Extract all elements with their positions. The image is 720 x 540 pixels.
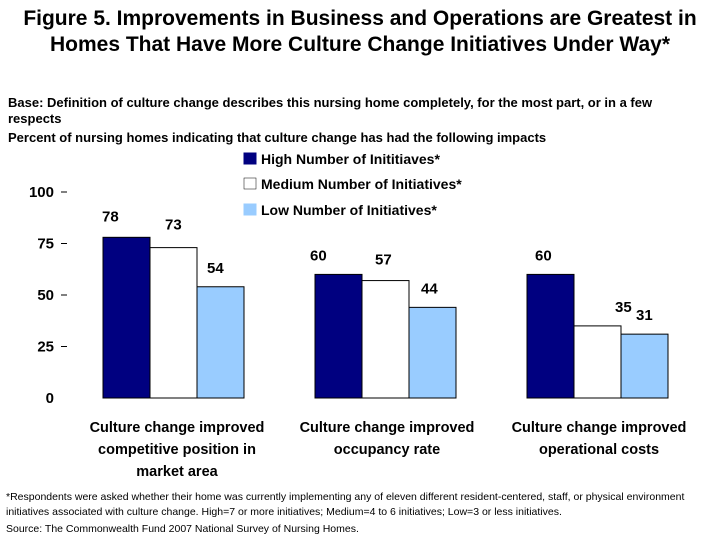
y-tick-label-100: 100 xyxy=(29,184,54,201)
data-label-2-2: 57 xyxy=(375,252,392,269)
category-label-3-line-2: operational costs xyxy=(539,442,659,458)
bar-chart: 0 25 50 75 100 78 60 60 73 57 35 54 44 31 Culture chan… xyxy=(29,151,687,480)
category-label-3-line-1: Culture change improved xyxy=(512,420,687,436)
percent-description: Percent of nursing homes indicating that… xyxy=(8,130,547,145)
legend-label-3: Low Number of Initiatives* xyxy=(261,202,437,218)
chart-title: Figure 5. Improvements in Business and O… xyxy=(23,7,697,56)
data-label-2-3: 35 xyxy=(615,299,632,316)
footnote: *Respondents were asked whether their ho… xyxy=(6,491,685,518)
base-description: Base: Definition of culture change descr… xyxy=(8,95,653,126)
legend-swatch-3 xyxy=(243,203,257,216)
y-tick-label-25: 25 xyxy=(37,339,54,356)
category-label-1-line-3: market area xyxy=(136,464,218,480)
legend-label-1: High Number of Inititiaves* xyxy=(261,151,440,167)
bar-3-1 xyxy=(196,286,245,399)
category-label-1-line-2: competitive position in xyxy=(98,442,256,458)
bar-1-2 xyxy=(314,273,363,399)
legend-label-2: Medium Number of Initiatives* xyxy=(261,176,462,192)
bar-1-3 xyxy=(526,273,575,399)
data-label-3-2: 44 xyxy=(421,280,438,297)
data-label-1-1: 78 xyxy=(102,208,119,225)
category-label-1-line-1: Culture change improved xyxy=(90,420,265,436)
data-label-3-1: 54 xyxy=(207,260,224,277)
data-label-1-2: 60 xyxy=(310,247,327,264)
category-label-2-line-2: occupancy rate xyxy=(334,442,440,458)
bar-2-2 xyxy=(361,280,410,399)
bar-3-2 xyxy=(408,306,457,399)
y-tick-label-50: 50 xyxy=(37,287,54,304)
bar-3-3 xyxy=(620,333,669,399)
data-label-3-3: 31 xyxy=(636,307,653,324)
data-label-2-1: 73 xyxy=(165,217,182,234)
category-label-2-line-1: Culture change improved xyxy=(300,420,475,436)
bar-1-1 xyxy=(102,236,151,399)
legend-swatch-2 xyxy=(243,177,257,190)
data-label-1-3: 60 xyxy=(535,247,552,264)
y-tick-label-75: 75 xyxy=(37,236,54,253)
y-tick-label-0: 0 xyxy=(46,390,54,407)
legend-swatch-1 xyxy=(243,152,257,165)
bar-2-1 xyxy=(149,247,198,399)
bar-2-3 xyxy=(573,325,622,399)
source-note: Source: The Commonwealth Fund 2007 Natio… xyxy=(6,523,359,535)
